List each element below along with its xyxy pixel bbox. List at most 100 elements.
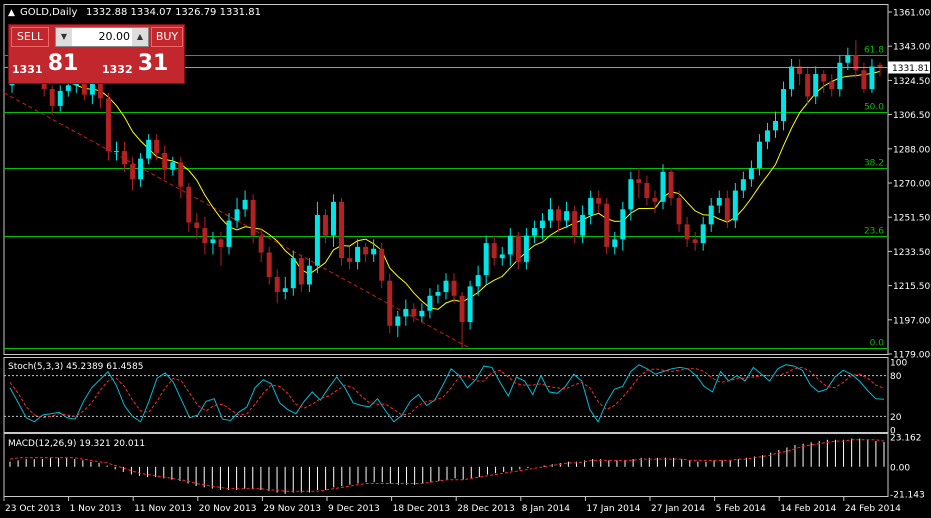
- candle-body: [314, 214, 320, 266]
- candle-body: [869, 66, 875, 90]
- candle-body: [523, 235, 529, 262]
- decrease-quantity-icon[interactable]: ▼: [56, 28, 72, 46]
- candle-body: [475, 275, 481, 287]
- price-axis: 1361.00 1343.00 1324.50 1306.50 1288.00 1270.…: [888, 9, 930, 361]
- sell-price[interactable]: 1331 81: [12, 51, 78, 81]
- candle-body: [57, 90, 63, 106]
- fibonacci-retracement: 61.8 50.0 38.2 23.6 0.0: [4, 46, 888, 349]
- candle-body: [419, 310, 425, 317]
- current-price-label: 1331.81: [892, 64, 929, 74]
- candle-body: [162, 152, 168, 170]
- candle-body: [483, 243, 489, 276]
- candle-body: [692, 239, 698, 244]
- buy-price-small: 1332: [102, 63, 133, 76]
- candle-body: [596, 198, 602, 204]
- candle-body: [507, 235, 513, 255]
- candle-body: [572, 211, 578, 236]
- candle-body: [668, 171, 674, 199]
- increase-quantity-icon[interactable]: ▲: [132, 28, 148, 46]
- candle-body: [853, 55, 859, 71]
- candle-body: [652, 198, 658, 202]
- price-axis-label: 1215.50: [893, 282, 930, 292]
- collapse-arrow-icon: ▲: [8, 8, 15, 18]
- candle-body: [330, 201, 336, 236]
- candle-body: [322, 214, 328, 236]
- candle-body: [564, 211, 570, 221]
- price-axis-label: 1251.50: [893, 214, 930, 224]
- candle-body: [773, 120, 778, 131]
- macd-axis-label: 0.00: [890, 463, 910, 473]
- candle-body: [282, 288, 288, 292]
- candle-body: [298, 258, 304, 285]
- candle-body: [636, 179, 642, 183]
- candle-body: [716, 198, 722, 206]
- candle-body: [379, 248, 385, 281]
- fib-level-label: 38.2: [864, 159, 884, 169]
- candle-body: [258, 235, 264, 253]
- time-axis-label: 28 Dec 2013: [457, 504, 515, 514]
- buy-button[interactable]: BUY: [151, 27, 183, 47]
- candle-body: [435, 291, 441, 296]
- price-axis-label: 1270.00: [893, 180, 930, 190]
- candle-body: [789, 66, 795, 90]
- candle-body: [813, 74, 819, 97]
- stoch-axis-label: 100: [890, 359, 907, 369]
- candle-body: [467, 286, 473, 323]
- quantity-input[interactable]: 20.00: [98, 30, 131, 43]
- stoch-axis-label: 0: [890, 427, 896, 437]
- price-axis-label: 1324.50: [893, 77, 930, 87]
- candles: [9, 40, 883, 349]
- stoch-main-line: [9, 364, 885, 423]
- candle-body: [403, 308, 409, 317]
- stoch-signal-line: [9, 366, 885, 419]
- time-axis-label: 29 Nov 2013: [263, 504, 321, 514]
- candle-body: [837, 62, 843, 90]
- ohlc-readout: 1332.88 1334.07 1326.79 1331.81: [86, 7, 261, 18]
- candle-body: [604, 203, 610, 247]
- candle-body: [371, 248, 377, 255]
- candle-body: [210, 239, 216, 244]
- chart-header: ▲ GOLD,Daily 1332.88 1334.07 1326.79 1331.…: [8, 7, 261, 18]
- fib-level-label: 61.8: [864, 46, 884, 56]
- candle-body: [387, 280, 393, 326]
- candle-body: [612, 239, 618, 247]
- candle-body: [363, 246, 369, 255]
- candle-body: [122, 151, 128, 165]
- candle-body: [427, 295, 433, 311]
- time-axis-label: 17 Jan 2014: [586, 504, 640, 514]
- candle-body: [218, 239, 224, 247]
- macd-axis-label: 23.162: [890, 434, 922, 444]
- candle-body: [306, 265, 312, 285]
- sell-button[interactable]: SELL: [11, 27, 49, 47]
- symbol-label: GOLD,Daily: [20, 7, 77, 18]
- candle-body: [756, 141, 762, 168]
- macd-axis-label: -21.143: [890, 491, 925, 501]
- buy-price[interactable]: 1332 31: [102, 51, 168, 81]
- candle-body: [821, 74, 827, 82]
- candle-body: [732, 190, 738, 221]
- price-axis-label: 1306.50: [893, 111, 930, 121]
- stoch-axis-label: 80: [890, 372, 902, 382]
- candle-body: [644, 183, 650, 199]
- candle-body: [797, 66, 803, 75]
- time-axis-label: 5 Feb 2014: [716, 504, 767, 514]
- stoch-axis-label: 20: [890, 413, 902, 423]
- price-axis-label: 1179.00: [893, 351, 930, 361]
- macd-title: MACD(12,26,9) 19.321 20.011: [8, 439, 145, 449]
- candle-body: [65, 85, 71, 91]
- candle-body: [861, 70, 867, 90]
- candle-body: [805, 74, 811, 97]
- candle-body: [49, 89, 55, 106]
- stochastic-panel: Stoch(5,3,3) 45.2389 61.4585 100 80 20 0: [4, 359, 907, 437]
- candle-body: [845, 55, 851, 63]
- candle-body: [556, 209, 562, 221]
- candle-body: [451, 280, 457, 296]
- candle-body: [443, 280, 449, 292]
- quantity-stepper[interactable]: ▼ 20.00 ▲: [55, 27, 149, 47]
- candle-body: [170, 162, 176, 170]
- candle-body: [580, 214, 586, 236]
- macd-panel: MACD(12,26,9) 19.321 20.011 23.162 0.00 -21…: [8, 434, 925, 501]
- time-axis-label: 1 Nov 2013: [70, 504, 122, 514]
- candle-body: [146, 139, 152, 159]
